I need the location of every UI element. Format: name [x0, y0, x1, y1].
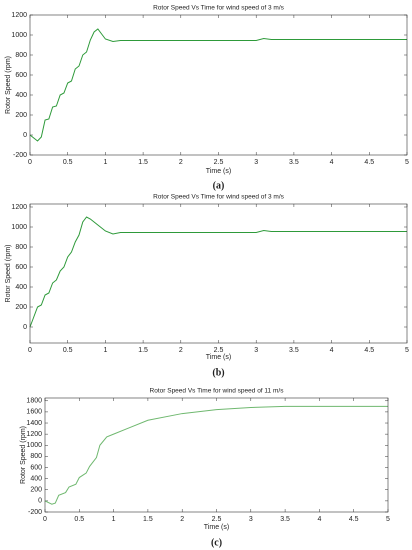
x-axis-label: Time (s): [204, 524, 229, 531]
x-tick-label: 1: [103, 159, 107, 166]
x-tick-label: 0: [28, 347, 32, 354]
x-tick-label: 3: [254, 159, 258, 166]
y-tick-label: 0: [38, 498, 42, 505]
y-tick-label: 200: [15, 304, 27, 311]
x-tick-label: 5: [405, 159, 409, 166]
y-tick-label: 400: [15, 92, 27, 99]
y-tick-label: 200: [15, 112, 27, 119]
chart-title: Rotor Speed Vs Time for wind speed of 3 …: [153, 5, 285, 12]
y-tick-label: 800: [15, 52, 27, 59]
x-tick-label: 2.5: [214, 159, 224, 166]
x-tick-label: 1.5: [138, 159, 148, 166]
y-axis-label: Rotor Speed (rpm): [5, 56, 12, 114]
x-tick-label: 4.5: [349, 516, 359, 523]
y-tick-label: 1200: [11, 204, 27, 211]
y-tick-label: 0: [23, 132, 27, 139]
x-tick-label: 2: [180, 516, 184, 523]
x-axis-label: Time (s): [206, 354, 231, 361]
x-tick-label: 3.5: [280, 516, 290, 523]
caption: (b): [212, 367, 224, 378]
x-tick-label: 4.5: [364, 347, 374, 354]
x-tick-label: 3.5: [289, 347, 299, 354]
y-tick-label: 1800: [26, 398, 42, 405]
data-line: [29, 216, 407, 328]
x-tick-label: 1: [103, 347, 107, 354]
y-tick-label: 800: [30, 453, 42, 460]
y-tick-label: 400: [30, 475, 42, 482]
x-tick-label: 2: [179, 159, 183, 166]
y-tick-label: 200: [30, 487, 42, 494]
x-tick-label: 3: [254, 347, 258, 354]
x-tick-label: 0: [43, 516, 47, 523]
y-tick-label: 1000: [11, 224, 27, 231]
x-tick-label: 4.5: [364, 159, 374, 166]
x-tick-label: 5: [386, 516, 390, 523]
y-tick-label: -200: [13, 152, 27, 159]
caption: (a): [213, 180, 225, 191]
y-tick-label: 800: [15, 244, 27, 251]
y-tick-label: 1000: [11, 32, 27, 39]
y-tick-label: 1200: [11, 12, 27, 19]
y-tick-label: 1200: [26, 431, 42, 438]
plot-frame: [44, 397, 389, 513]
x-tick-label: 0.5: [63, 347, 73, 354]
x-tick-label: 2.5: [212, 516, 222, 523]
y-tick-label: 0: [23, 324, 27, 331]
data-line: [44, 405, 388, 505]
x-axis-label: Time (s): [206, 168, 231, 175]
chart-title: Rotor Speed Vs Time for wind speed of 11…: [150, 388, 285, 395]
x-tick-label: 3: [249, 516, 253, 523]
x-tick-label: 2.5: [214, 347, 224, 354]
plot-frame: [29, 203, 408, 344]
y-tick-label: 600: [15, 264, 27, 271]
y-tick-label: 1400: [26, 420, 42, 427]
x-tick-label: 1.5: [138, 347, 148, 354]
y-tick-label: 1600: [26, 409, 42, 416]
y-axis-label: Rotor Speed (rpm): [5, 245, 12, 303]
y-axis-label: Rotor Speed (rpm): [20, 426, 27, 484]
x-tick-label: 4: [330, 159, 334, 166]
x-tick-label: 0.5: [74, 516, 84, 523]
chart-title: Rotor Speed Vs Time for wind speed of 3 …: [153, 194, 285, 201]
plot-frame: [29, 14, 408, 156]
y-tick-label: 400: [15, 284, 27, 291]
x-tick-label: 2: [179, 347, 183, 354]
caption: (c): [211, 537, 222, 548]
x-tick-label: 4: [317, 516, 321, 523]
y-tick-label: 600: [30, 464, 42, 471]
data-line: [29, 28, 407, 142]
x-tick-label: 0: [28, 159, 32, 166]
x-tick-label: 5: [405, 347, 409, 354]
x-tick-label: 4: [330, 347, 334, 354]
y-tick-label: 1000: [26, 442, 42, 449]
x-tick-label: 1.5: [143, 516, 153, 523]
x-tick-label: 0.5: [63, 159, 73, 166]
y-tick-label: -200: [28, 509, 42, 516]
y-tick-label: 600: [15, 72, 27, 79]
x-tick-label: 1: [112, 516, 116, 523]
x-tick-label: 3.5: [289, 159, 299, 166]
